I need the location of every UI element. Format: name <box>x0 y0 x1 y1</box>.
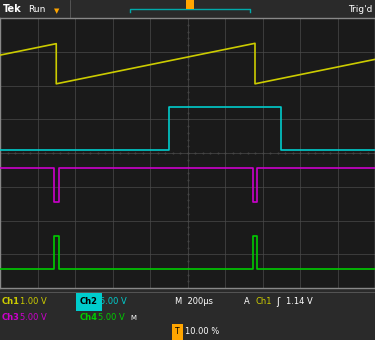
Text: M  200μs: M 200μs <box>175 298 213 306</box>
Text: Ch4: Ch4 <box>80 313 98 323</box>
Text: 10.00 %: 10.00 % <box>185 327 219 337</box>
Text: 1.00 V: 1.00 V <box>20 298 47 306</box>
Text: 5.00 V: 5.00 V <box>100 298 127 306</box>
Text: Ch3: Ch3 <box>2 313 20 323</box>
Text: ▼: ▼ <box>54 8 59 14</box>
Text: Ch1: Ch1 <box>255 298 272 306</box>
Text: Tek: Tek <box>3 4 22 14</box>
Text: T: T <box>175 327 180 337</box>
Text: 1.14 V: 1.14 V <box>286 298 313 306</box>
Text: 5.00 V: 5.00 V <box>98 313 125 323</box>
Text: A: A <box>244 298 250 306</box>
Text: Trig'd: Trig'd <box>348 4 372 14</box>
Text: M: M <box>130 315 136 321</box>
Text: Run: Run <box>28 4 45 14</box>
Text: Ch1: Ch1 <box>2 298 20 306</box>
Text: ʃ: ʃ <box>276 297 279 307</box>
Text: T: T <box>187 0 193 8</box>
Text: 5.00 V: 5.00 V <box>20 313 47 323</box>
Text: Ch2: Ch2 <box>80 298 98 306</box>
